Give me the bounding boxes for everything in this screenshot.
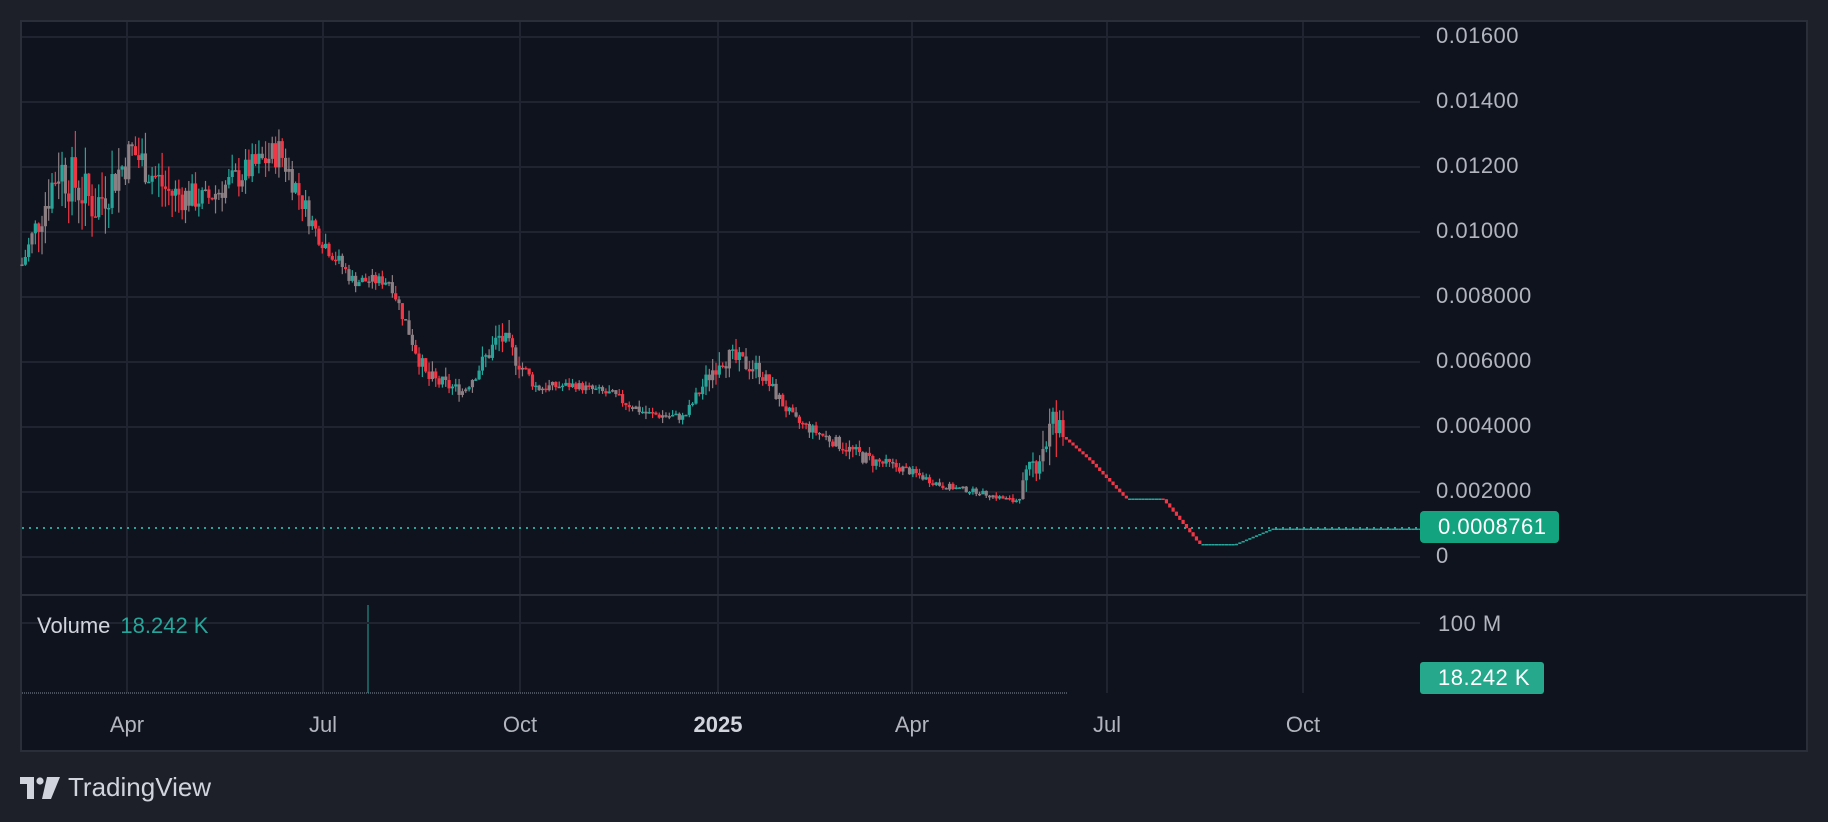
volume-legend: Volume 18.242 K bbox=[37, 613, 208, 639]
price-axis-tick: 0.006000 bbox=[1436, 348, 1532, 373]
last-price-badge: 0.0008761 bbox=[1420, 511, 1559, 543]
time-axis-tick: Oct bbox=[1285, 712, 1321, 737]
candlestick-series bbox=[20, 129, 1422, 546]
price-axis-tick: 0 bbox=[1436, 543, 1449, 568]
tradingview-logo-icon bbox=[20, 776, 60, 799]
price-axis-tick: 0.008000 bbox=[1436, 283, 1532, 308]
price-axis-tick: 0.01600 bbox=[1436, 23, 1520, 48]
price-axis-tick: 0.01000 bbox=[1436, 218, 1520, 243]
brand-name: TradingView bbox=[68, 772, 212, 802]
time-axis-tick: Jul bbox=[308, 712, 338, 737]
time-axis-tick: Oct bbox=[502, 712, 538, 737]
volume-legend-label: Volume bbox=[37, 613, 111, 638]
volume-axis-tick: 100 M bbox=[1438, 611, 1502, 636]
grid-lines bbox=[22, 22, 1420, 693]
price-axis-tick: 0.002000 bbox=[1436, 478, 1532, 503]
time-axis-tick: 2025 bbox=[693, 712, 743, 737]
price-axis-tick: 0.01200 bbox=[1436, 153, 1520, 178]
time-axis-tick: Apr bbox=[109, 712, 145, 737]
last-volume-badge: 18.242 K bbox=[1420, 662, 1545, 694]
volume-legend-value: 18.242 K bbox=[120, 613, 209, 638]
price-axis-tick: 0.01400 bbox=[1436, 88, 1520, 113]
time-axis-tick: Apr bbox=[894, 712, 930, 737]
price-axis-tick: 0.004000 bbox=[1436, 413, 1532, 438]
tradingview-brand[interactable]: TradingView bbox=[20, 772, 211, 803]
time-axis-tick: Jul bbox=[1092, 712, 1122, 737]
chart-frame bbox=[20, 20, 1808, 752]
